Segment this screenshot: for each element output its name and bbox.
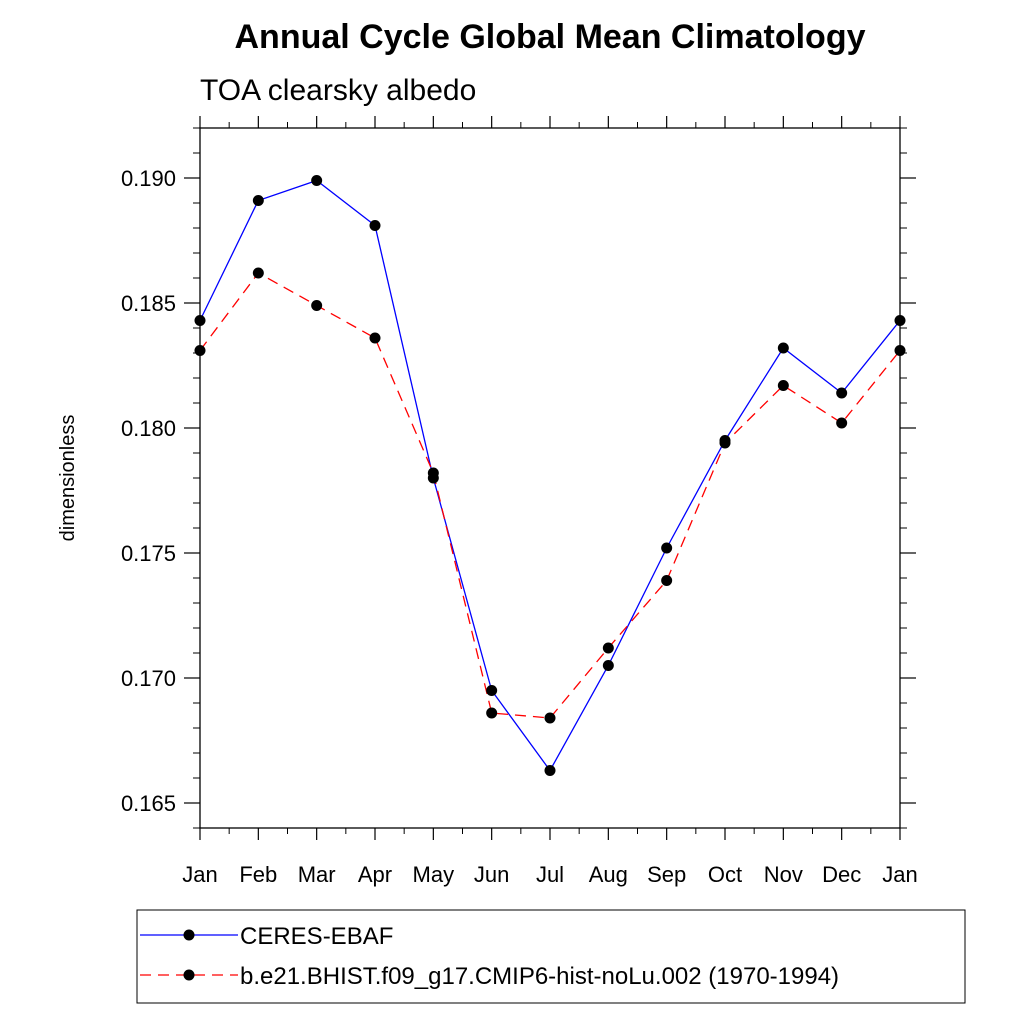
chart-title: Annual Cycle Global Mean Climatology xyxy=(235,18,866,56)
data-point-series-0 xyxy=(194,315,206,326)
data-point-series-1 xyxy=(661,575,673,586)
data-point-series-1 xyxy=(894,345,906,356)
data-point-series-1 xyxy=(836,417,848,429)
data-point-series-1 xyxy=(194,345,206,356)
data-point-series-1 xyxy=(602,642,614,654)
series-layer xyxy=(194,175,906,776)
data-point-series-1 xyxy=(719,437,731,449)
data-point-series-1 xyxy=(427,467,439,479)
data-point-series-1 xyxy=(369,332,381,344)
y-tick-label: 0.185 xyxy=(121,291,176,316)
x-tick-label: May xyxy=(413,862,455,887)
y-axis-label: dimensionless xyxy=(57,415,79,542)
legend-marker-model xyxy=(183,969,195,981)
y-tick-labels: 0.165 0.170 0.175 0.180 0.185 0.190 xyxy=(121,166,176,816)
legend-entry-ceres: CERES-EBAF xyxy=(140,923,393,950)
data-point-series-0 xyxy=(602,660,614,671)
x-tick-label: Nov xyxy=(764,862,803,887)
x-tick-label: Feb xyxy=(239,862,277,887)
data-point-series-0 xyxy=(836,387,848,399)
x-tick-label: Jul xyxy=(536,862,564,887)
legend-box xyxy=(136,909,966,1004)
series-line-1 xyxy=(199,272,901,719)
x-tick-label: Apr xyxy=(358,862,392,887)
y-tick-label: 0.190 xyxy=(121,166,176,191)
chart-subtitle: TOA clearsky albedo xyxy=(200,74,476,107)
legend-label-model: b.e21.BHIST.f09_g17.CMIP6-hist-noLu.002 … xyxy=(240,963,839,990)
x-tick-labels: Jan Feb Mar Apr May Jun Jul Aug Sep Oct Nov Dec Jan xyxy=(182,862,917,887)
data-point-series-1 xyxy=(544,712,556,724)
data-point-series-0 xyxy=(311,175,323,186)
y-tick-label: 0.180 xyxy=(121,416,176,441)
data-point-series-1 xyxy=(486,707,498,719)
x-tick-label: Jan xyxy=(182,862,217,887)
data-point-series-1 xyxy=(777,380,789,391)
data-point-series-0 xyxy=(894,315,906,326)
x-tick-label: Sep xyxy=(647,862,686,887)
data-point-series-1 xyxy=(311,300,323,311)
x-tick-label: Jun xyxy=(474,862,509,887)
x-tick-label: Aug xyxy=(589,862,628,887)
y-tick-label: 0.175 xyxy=(121,541,176,566)
data-point-series-0 xyxy=(661,542,673,554)
x-tick-label: Jan xyxy=(882,862,917,887)
series-line-0 xyxy=(199,179,901,772)
data-point-series-0 xyxy=(369,220,381,231)
axis-ticks xyxy=(184,116,916,840)
legend-marker-ceres xyxy=(183,929,195,941)
data-point-series-0 xyxy=(252,195,264,206)
legend-label-ceres: CERES-EBAF xyxy=(240,923,393,950)
x-tick-label: Mar xyxy=(298,862,336,887)
y-tick-label: 0.165 xyxy=(121,791,176,816)
data-point-series-1 xyxy=(252,267,264,279)
data-point-series-0 xyxy=(544,765,556,776)
x-tick-label: Oct xyxy=(708,862,742,887)
data-point-series-0 xyxy=(486,685,498,696)
legend-entry-model: b.e21.BHIST.f09_g17.CMIP6-hist-noLu.002 … xyxy=(140,963,839,990)
x-tick-label: Dec xyxy=(822,862,861,887)
data-point-series-0 xyxy=(777,342,789,354)
y-tick-label: 0.170 xyxy=(121,666,176,691)
